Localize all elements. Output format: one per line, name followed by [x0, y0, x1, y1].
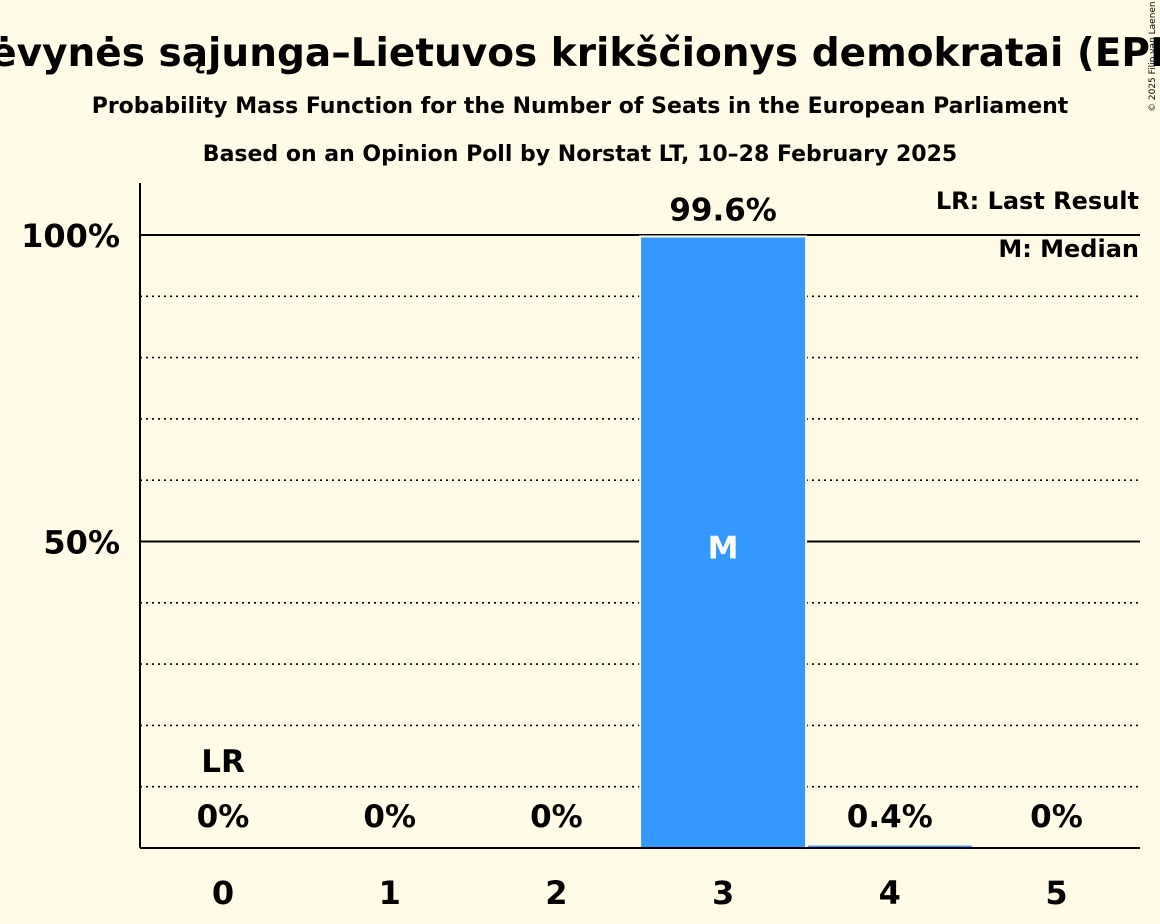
axes — [139, 183, 1140, 849]
value-label-3: 99.6% — [669, 192, 777, 228]
labels: 0% 0 0% 1 0% 2 99.6% 3 0.4% 4 0% 5 LR M 50% 100% — [21, 192, 1095, 912]
bars — [639, 235, 974, 848]
x-tick-label-2: 2 — [545, 874, 567, 912]
value-label-5: 0% — [1030, 799, 1083, 835]
value-label-bg-0 — [185, 797, 261, 835]
legend: LR: Last Result M: Median — [936, 187, 1139, 263]
x-tick-label-0: 0 — [212, 874, 234, 912]
chart-subtitle: Probability Mass Function for the Number… — [92, 94, 1069, 119]
last-result-marker: LR — [201, 744, 245, 780]
value-label-2: 0% — [530, 799, 583, 835]
x-tick-label-5: 5 — [1045, 874, 1067, 912]
copyright-notice: © 2025 Filip van Laenen — [1148, 1, 1158, 112]
legend-entry-last-result: LR: Last Result — [936, 187, 1139, 215]
chart-title: Tėvynės sąjunga–Lietuvos krikščionys dem… — [0, 31, 1160, 76]
legend-entry-median: M: Median — [998, 235, 1139, 263]
chart-source-subtitle: Based on an Opinion Poll by Norstat LT, … — [203, 142, 957, 167]
value-label-0: 0% — [197, 799, 250, 835]
value-label-4: 0.4% — [847, 799, 933, 835]
value-label-bg-1 — [351, 797, 428, 835]
y-tick-label-50: 50% — [43, 524, 120, 562]
median-marker: M — [708, 531, 739, 567]
value-label-1: 0% — [363, 799, 416, 835]
value-label-bg-2 — [518, 797, 595, 835]
x-tick-label-4: 4 — [879, 874, 901, 912]
x-tick-label-3: 3 — [712, 874, 734, 912]
value-label-bg-5 — [1018, 797, 1095, 835]
bar-3 — [641, 237, 806, 848]
value-label-bg-4 — [851, 797, 928, 835]
bar-4 — [807, 845, 972, 848]
x-tick-label-1: 1 — [379, 874, 401, 912]
y-tick-label-100: 100% — [21, 217, 120, 255]
